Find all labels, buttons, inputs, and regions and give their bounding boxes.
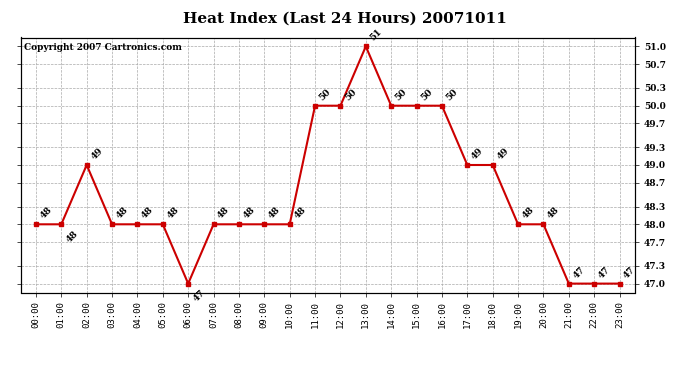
Text: 49: 49 <box>495 146 511 162</box>
Text: Copyright 2007 Cartronics.com: Copyright 2007 Cartronics.com <box>23 43 181 52</box>
Text: 48: 48 <box>293 206 308 221</box>
Text: 50: 50 <box>444 87 460 102</box>
Text: 48: 48 <box>140 206 155 221</box>
Text: 49: 49 <box>89 146 104 162</box>
Text: 48: 48 <box>166 206 181 221</box>
Text: 48: 48 <box>115 206 130 221</box>
Text: 50: 50 <box>394 87 409 102</box>
Text: 48: 48 <box>521 206 536 221</box>
Text: 47: 47 <box>571 265 586 280</box>
Text: 50: 50 <box>343 87 358 102</box>
Text: 50: 50 <box>317 87 333 102</box>
Text: 47: 47 <box>192 288 207 303</box>
Text: 47: 47 <box>622 265 638 280</box>
Text: 47: 47 <box>597 265 612 280</box>
Text: Heat Index (Last 24 Hours) 20071011: Heat Index (Last 24 Hours) 20071011 <box>183 11 507 25</box>
Text: 48: 48 <box>241 206 257 221</box>
Text: 50: 50 <box>419 87 434 102</box>
Text: 49: 49 <box>470 146 485 162</box>
Text: 48: 48 <box>65 229 81 244</box>
Text: 48: 48 <box>39 206 54 221</box>
Text: 51: 51 <box>368 27 384 43</box>
Text: 48: 48 <box>546 206 561 221</box>
Text: 48: 48 <box>216 206 231 221</box>
Text: 48: 48 <box>267 206 282 221</box>
